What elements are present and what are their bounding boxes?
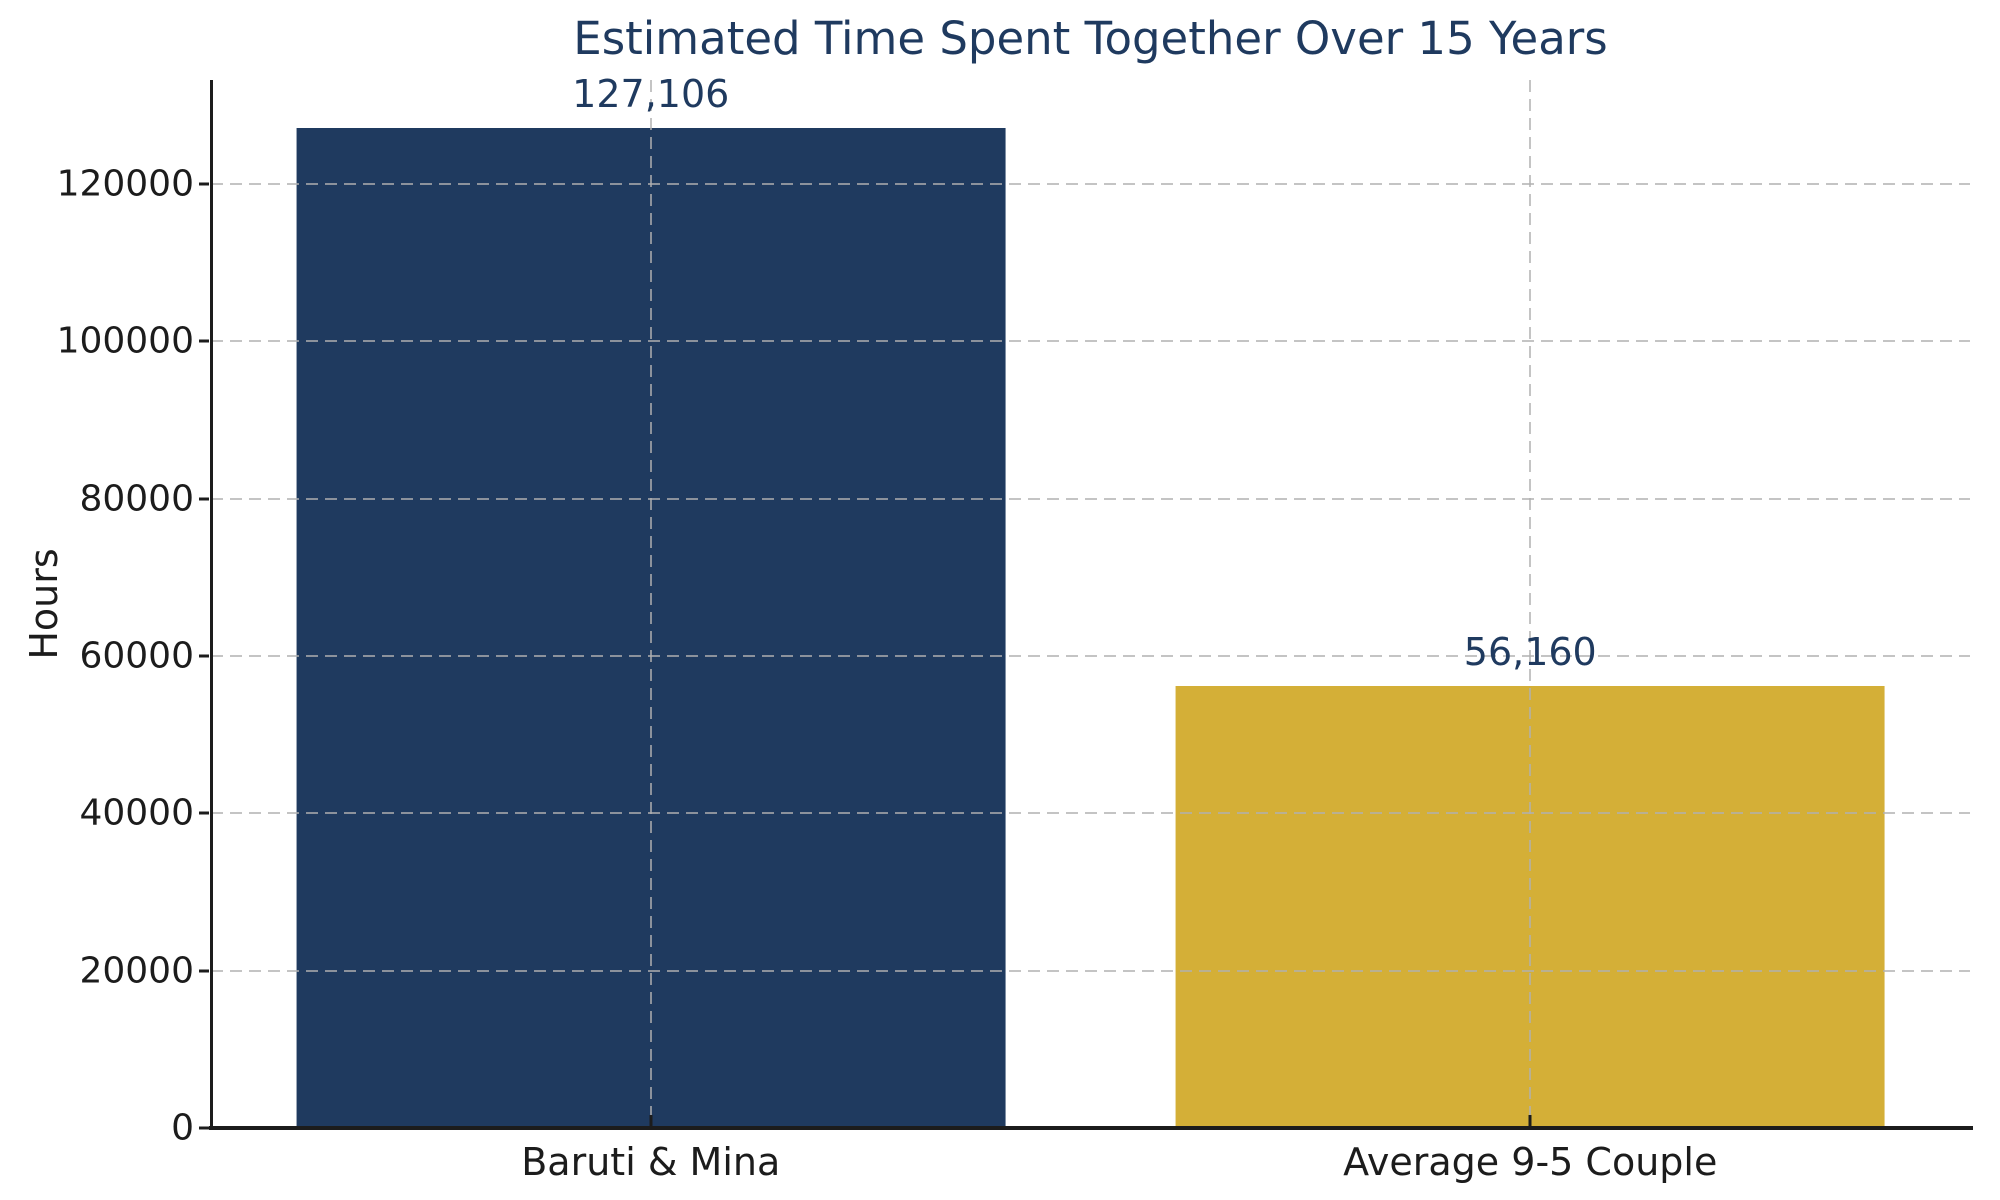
y-tick-label-40000: 40000: [79, 792, 194, 834]
horizontal-gridline-100000: [211, 340, 1970, 343]
value-label-average-9-5-couple: 56,160: [1463, 630, 1597, 675]
gridlines-layer: [211, 80, 1970, 1128]
value-label-baruti-mina: 127,106: [572, 71, 730, 116]
vertical-gridline-average-9-5-couple: [1529, 80, 1532, 1128]
y-axis-spine: [210, 80, 213, 1128]
horizontal-gridline-20000: [211, 969, 1970, 972]
y-tick-label-0: 0: [171, 1107, 194, 1149]
vertical-gridline-baruti-mina: [649, 80, 652, 1128]
y-tick-labels: 0 20000 40000 60000 80000 100000 120000: [0, 80, 194, 1148]
y-tick-mark-40000: [199, 811, 209, 815]
x-tick-mark-average-9-5-couple: [1528, 1115, 1532, 1128]
y-tick-label-120000: 120000: [56, 163, 194, 205]
chart-title: Estimated Time Spent Together Over 15 Ye…: [573, 12, 1608, 65]
x-tick-labels: Baruti & Mina Average 9-5 Couple: [211, 1140, 1970, 1192]
y-tick-mark-100000: [199, 339, 209, 343]
y-tick-mark-120000: [199, 182, 209, 186]
y-tick-mark-20000: [199, 969, 209, 973]
x-axis-spine: [209, 1126, 1973, 1130]
axis-spines: [199, 80, 1973, 1130]
plot-area: 127,106 56,160: [199, 72, 1973, 1130]
horizontal-gridline-80000: [211, 497, 1970, 500]
y-tick-label-100000: 100000: [56, 320, 194, 362]
horizontal-gridline-60000: [211, 654, 1970, 657]
x-tick-label-baruti-mina: Baruti & Mina: [521, 1140, 781, 1184]
y-tick-label-60000: 60000: [79, 635, 194, 677]
x-tick-label-average-9-5-couple: Average 9-5 Couple: [1343, 1140, 1718, 1184]
y-tick-mark-0: [199, 1126, 209, 1130]
y-tick-label-20000: 20000: [79, 950, 194, 992]
y-tick-mark-80000: [199, 497, 209, 501]
value-labels-layer: 127,106 56,160: [211, 72, 1970, 1128]
y-tick-label-80000: 80000: [79, 478, 194, 520]
horizontal-gridline-40000: [211, 812, 1970, 815]
y-tick-mark-60000: [199, 654, 209, 658]
horizontal-gridline-120000: [211, 182, 1970, 185]
x-tick-mark-baruti-mina: [649, 1115, 653, 1128]
